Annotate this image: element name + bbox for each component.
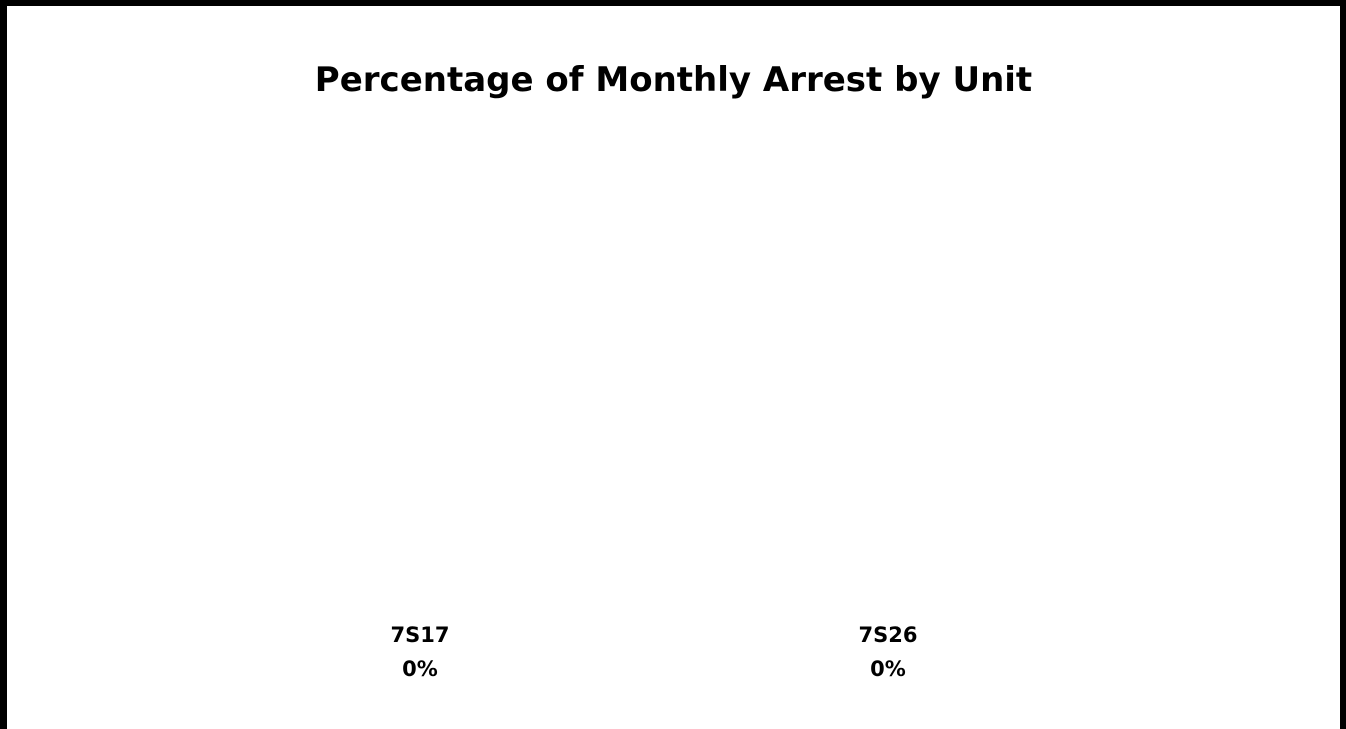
- slice-category-label: 7S17: [390, 623, 450, 647]
- slice-value-label: 0%: [402, 657, 438, 681]
- pie-chart: [37, 136, 1307, 696]
- plot-area: [37, 136, 1307, 696]
- slice-value-label: 0%: [870, 657, 906, 681]
- chart-title: Percentage of Monthly Arrest by Unit: [314, 60, 1033, 100]
- slice-category-label: 7S26: [858, 623, 918, 647]
- slice-label-7s17: 7S17 0%: [350, 618, 490, 686]
- slice-label-7s26: 7S26 0%: [818, 618, 958, 686]
